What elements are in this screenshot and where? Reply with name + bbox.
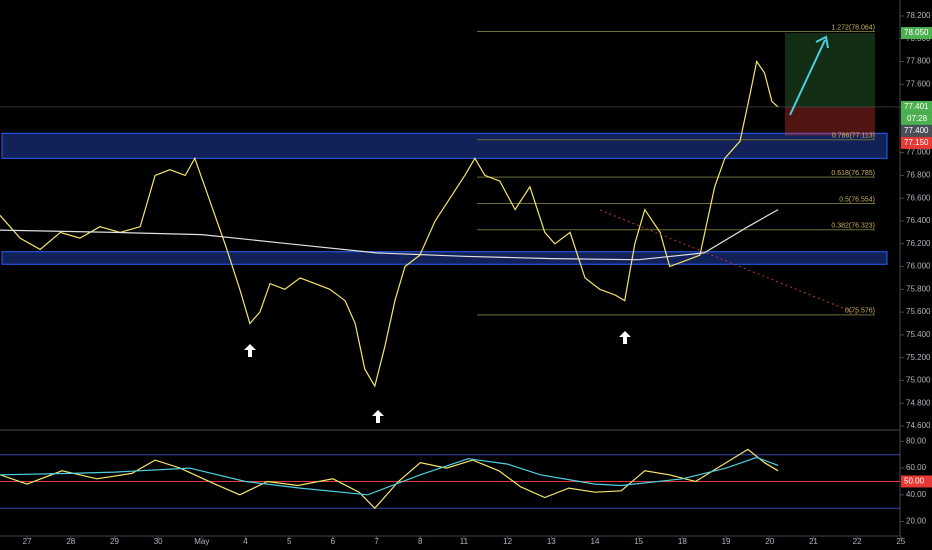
x-tick-label: 20 [765,537,774,546]
y-tick-label: 76.200 [906,239,931,248]
fib-label: 0.786(77.113) [832,133,875,140]
x-tick-label: 28 [66,537,75,546]
y-tick-label: 74.600 [906,421,931,430]
up-arrow [619,331,631,344]
x-tick-label: 25 [896,537,905,546]
markers [244,331,631,423]
x-tick-label: 27 [23,537,32,546]
price-tag [901,136,932,149]
trend-line [599,209,861,316]
x-tick-label: 6 [331,537,336,546]
x-tick-label: 15 [634,537,643,546]
x-tick-label: 5 [287,537,292,546]
x-tick-label: 19 [722,537,731,546]
y-tick-label: 77.800 [906,57,931,66]
countdown-bg [901,112,932,125]
x-tick-label: 22 [853,537,862,546]
series-line [0,448,779,510]
price-tag-label: 50.00 [904,477,925,486]
x-tick-label: 11 [460,537,469,546]
y-tick-label: 76.600 [906,193,931,202]
fib-label: 0(75.576) [845,308,875,315]
x-tick-label: 7 [374,537,379,546]
price-tag [901,124,932,137]
series-line [0,456,779,496]
price-tag-label: 77.150 [904,138,929,147]
y-tick-label: 60.00 [906,463,927,472]
price-tag [901,27,932,40]
x-tick-label: 12 [503,537,512,546]
y-tick-label: 75.800 [906,284,931,293]
price-tag [901,100,932,113]
x-tick-label: 4 [243,537,248,546]
arrow-head [815,35,829,49]
stop-zone [785,107,875,136]
y-tick-label: 76.000 [906,262,931,271]
y-tick-label: 76.800 [906,171,931,180]
countdown: 07:28 [907,114,928,123]
series-line [0,59,779,388]
y-tick-label: 75.600 [906,307,931,316]
y-tick-label: 20.00 [906,517,927,526]
y-tick-label: 77.600 [906,79,931,88]
x-tick-label: 29 [110,537,119,546]
arrow [789,39,826,116]
fib-label: 0.5(76.554) [839,196,875,203]
zone [1,132,888,159]
fib-label: 0.382(76.323) [831,223,875,230]
x-tick-label: May [194,537,209,546]
x-tick-label: 14 [591,537,600,546]
fib-label: 1.272(78.064) [831,24,875,31]
y-tick-label: 75.200 [906,353,931,362]
x-tick-label: 21 [809,537,818,546]
y-tick-label: 74.800 [906,398,931,407]
x-tick-label: 13 [547,537,556,546]
price-tag-label: 77.400 [904,126,929,135]
zone [1,251,888,265]
x-tick-label: 8 [418,537,423,546]
x-tick-label: 30 [154,537,163,546]
y-tick-label: 80.00 [906,436,927,445]
y-tick-label: 77.000 [906,148,931,157]
fib-label: 0.618(76.785) [831,170,875,177]
y-tick-label: 40.00 [906,490,927,499]
up-arrow [372,410,384,423]
price-tag-label: 78.050 [904,28,929,37]
y-tick-label: 75.400 [906,330,931,339]
y-tick-label: 78.200 [906,11,931,20]
up-arrow [244,344,256,357]
series-line [0,209,779,261]
x-tick-label: 18 [678,537,687,546]
y-tick-label: 75.000 [906,376,931,385]
price-tag [901,475,932,488]
y-tick-label: 76.400 [906,216,931,225]
price-tag-label: 77.401 [904,102,929,111]
